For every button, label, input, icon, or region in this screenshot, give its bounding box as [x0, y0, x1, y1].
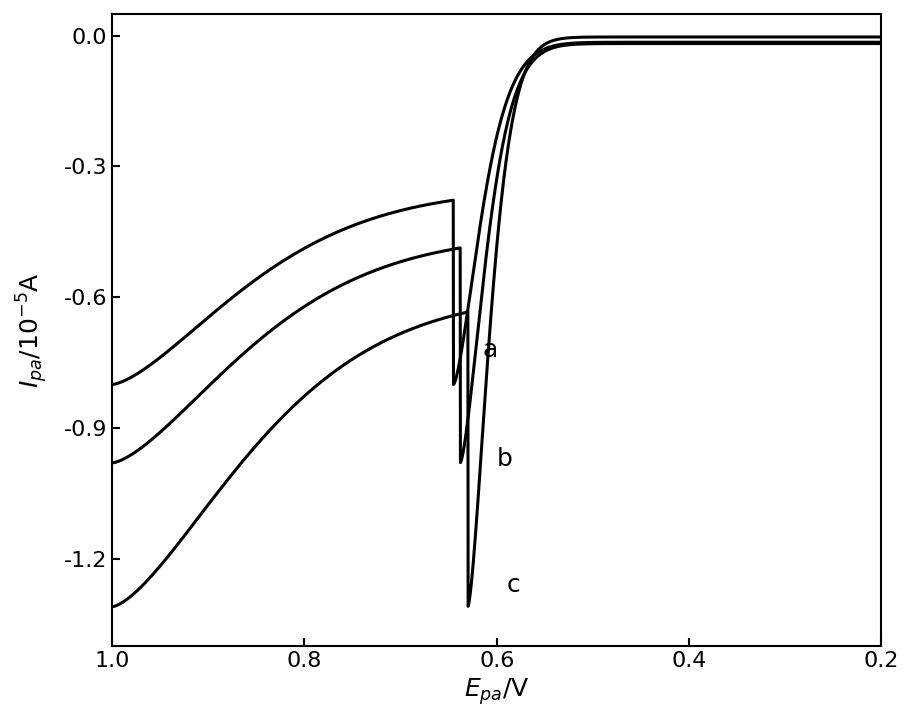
Text: b: b — [497, 446, 512, 471]
Text: c: c — [507, 573, 520, 597]
X-axis label: $E_{pa}$/V: $E_{pa}$/V — [464, 676, 530, 707]
Y-axis label: $I_{pa}$/10$^{-5}$A: $I_{pa}$/10$^{-5}$A — [14, 272, 50, 388]
Text: a: a — [482, 337, 498, 361]
